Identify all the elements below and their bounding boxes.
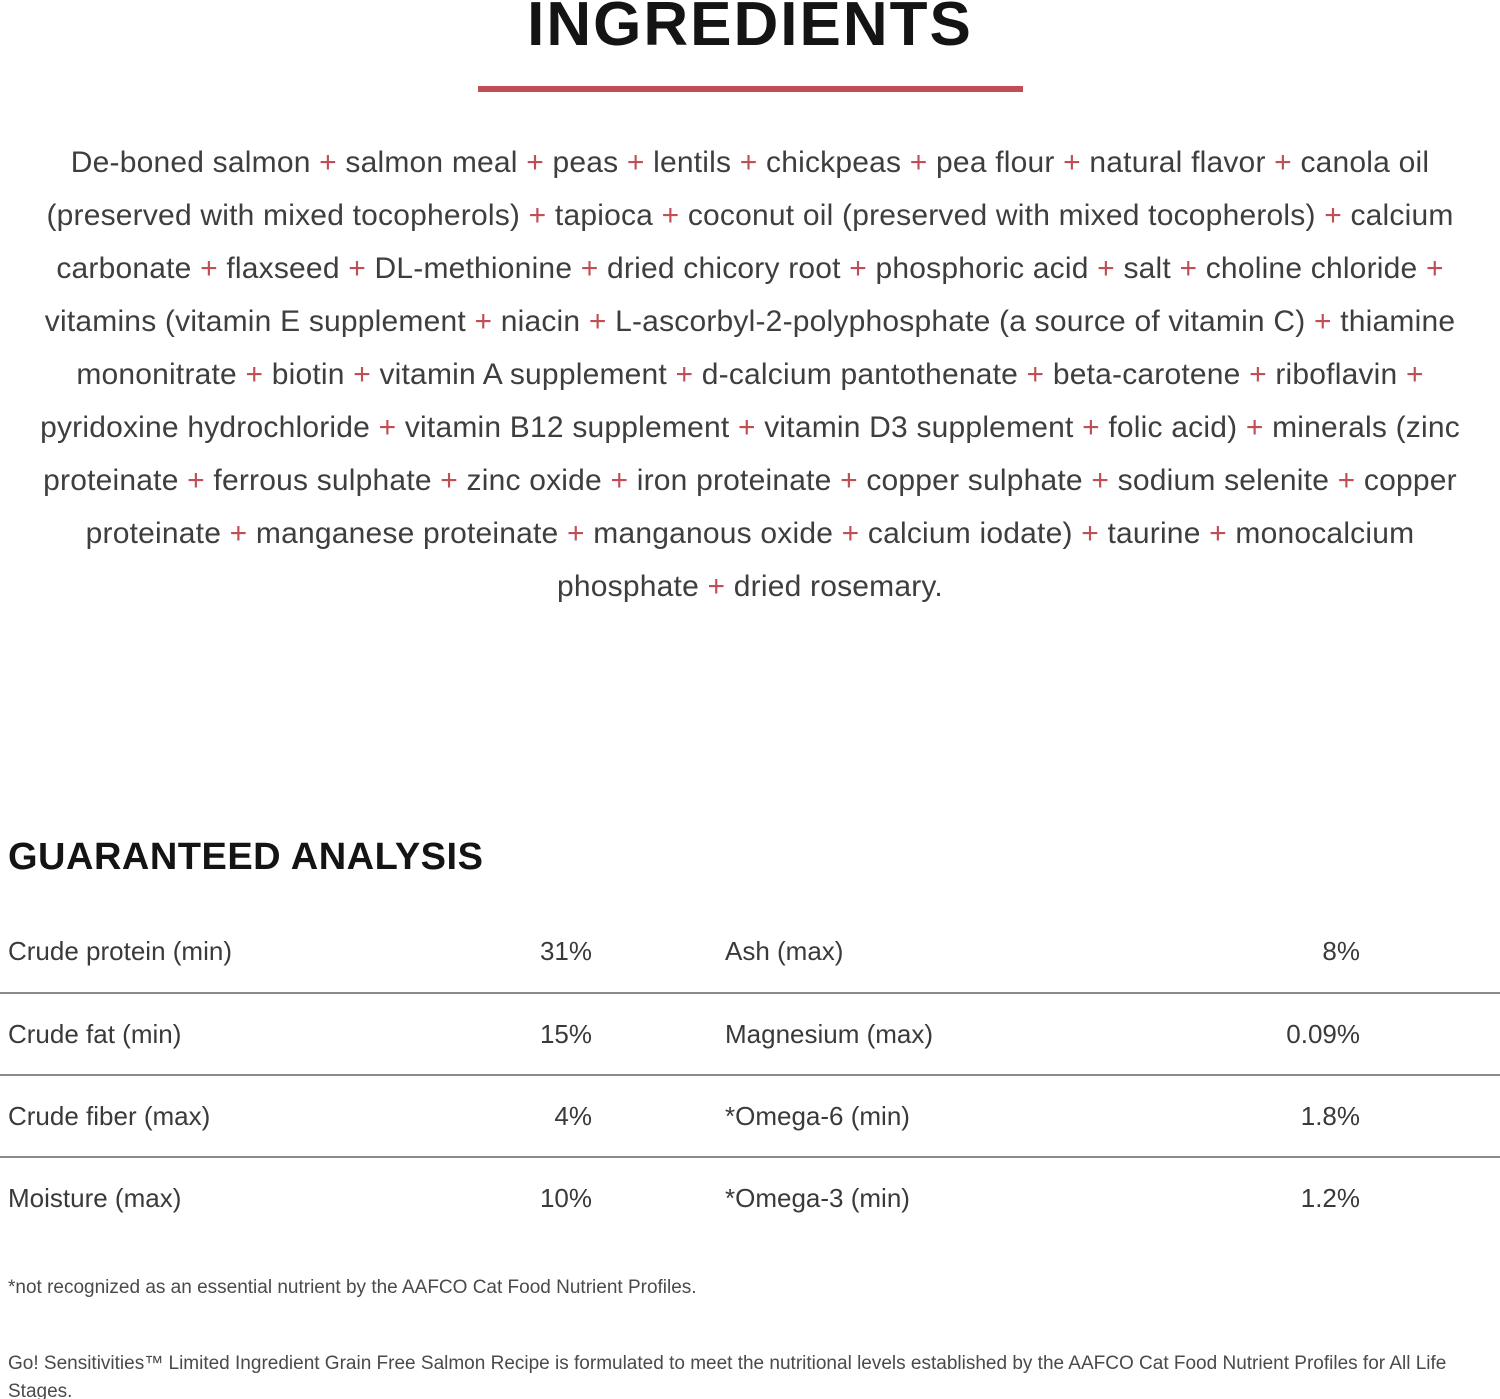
title-underline-rule xyxy=(477,86,1023,92)
plus-separator: + xyxy=(1305,305,1341,338)
plus-separator: + xyxy=(580,305,616,338)
guaranteed-analysis-heading: GUARANTEED ANALYSIS xyxy=(8,836,484,878)
plus-separator: + xyxy=(465,305,501,338)
plus-separator: + xyxy=(339,252,375,285)
plus-separator: + xyxy=(601,464,637,497)
analysis-label: Crude fat (min) xyxy=(8,1018,182,1049)
analysis-pair: Magnesium (max) 0.09% xyxy=(725,1019,1360,1050)
plus-separator: + xyxy=(618,146,654,179)
analysis-pair: *Omega-6 (min) 1.8% xyxy=(725,1101,1360,1132)
analysis-pair: Crude fat (min) 15% xyxy=(8,1019,592,1050)
analysis-value: 8% xyxy=(1322,935,1360,966)
plus-separator: + xyxy=(840,252,876,285)
plus-separator: + xyxy=(1054,146,1090,179)
analysis-label: Crude fiber (max) xyxy=(8,1100,211,1131)
analysis-label: Magnesium (max) xyxy=(725,1018,934,1049)
plus-separator: + xyxy=(310,146,346,179)
plus-separator: + xyxy=(1072,517,1108,550)
plus-separator: + xyxy=(178,464,214,497)
analysis-pair: Moisture (max) 10% xyxy=(8,1183,592,1214)
analysis-value: 4% xyxy=(554,1100,592,1131)
plus-separator: + xyxy=(191,252,227,285)
plus-separator: + xyxy=(1237,411,1273,444)
table-row: Crude fiber (max) 4% *Omega-6 (min) 1.8% xyxy=(0,1074,1500,1156)
analysis-label: Crude protein (min) xyxy=(8,935,232,966)
analysis-pair: Ash (max) 8% xyxy=(725,936,1360,967)
plus-separator: + xyxy=(1200,517,1236,550)
plus-separator: + xyxy=(572,252,607,285)
analysis-label: *Omega-6 (min) xyxy=(725,1100,910,1131)
analysis-value: 1.8% xyxy=(1300,1100,1360,1131)
analysis-value: 1.2% xyxy=(1300,1182,1360,1213)
plus-separator: + xyxy=(831,464,867,497)
plus-separator: + xyxy=(666,358,702,391)
plus-separator: + xyxy=(1240,358,1276,391)
analysis-pair: Crude protein (min) 31% xyxy=(8,936,592,967)
plus-separator: + xyxy=(431,464,467,497)
analysis-value: 10% xyxy=(539,1182,592,1213)
plus-separator: + xyxy=(1265,146,1301,179)
analysis-value: 31% xyxy=(539,935,592,966)
table-row: Crude protein (min) 31% Ash (max) 8% xyxy=(0,910,1500,992)
guaranteed-analysis-table: Crude protein (min) 31% Ash (max) 8% Cru… xyxy=(0,910,1500,1238)
plus-separator: + xyxy=(729,411,765,444)
plus-separator: + xyxy=(236,358,272,391)
table-row: Crude fat (min) 15% Magnesium (max) 0.09… xyxy=(0,992,1500,1074)
plus-separator: + xyxy=(344,358,380,391)
plus-separator: + xyxy=(1329,464,1364,497)
plus-separator: + xyxy=(370,411,405,444)
plus-separator: + xyxy=(1417,252,1444,285)
plus-separator: + xyxy=(1082,464,1118,497)
plus-separator: + xyxy=(1018,358,1053,391)
plus-separator: + xyxy=(1315,199,1351,232)
analysis-value: 0.09% xyxy=(1286,1018,1360,1049)
aafco-statement: Go! Sensitivities™ Limited Ingredient Gr… xyxy=(8,1353,1447,1399)
plus-separator: + xyxy=(1088,252,1124,285)
plus-separator: + xyxy=(653,199,688,232)
analysis-label: Moisture (max) xyxy=(8,1182,182,1213)
plus-separator: + xyxy=(1397,358,1424,391)
table-row: Moisture (max) 10% *Omega-3 (min) 1.2% xyxy=(0,1156,1500,1238)
analysis-pair: *Omega-3 (min) 1.2% xyxy=(725,1183,1360,1214)
ingredients-text: De-boned salmon + salmon meal + peas + l… xyxy=(40,146,1460,603)
analysis-value: 15% xyxy=(539,1018,592,1049)
plus-separator: + xyxy=(517,146,553,179)
plus-separator: + xyxy=(221,517,256,550)
analysis-pair: Crude fiber (max) 4% xyxy=(8,1101,592,1132)
page-title: INGREDIENTS xyxy=(527,0,973,59)
asterisk-footnote: *not recognized as an essential nutrient… xyxy=(8,1277,697,1298)
plus-separator: + xyxy=(558,517,594,550)
analysis-label: *Omega-3 (min) xyxy=(725,1182,910,1213)
analysis-label: Ash (max) xyxy=(725,935,844,966)
plus-separator: + xyxy=(833,517,868,550)
plus-separator: + xyxy=(731,146,767,179)
plus-separator: + xyxy=(1170,252,1206,285)
plus-separator: + xyxy=(1073,411,1109,444)
plus-separator: + xyxy=(520,199,555,232)
plus-separator: + xyxy=(698,570,734,603)
plus-separator: + xyxy=(901,146,937,179)
